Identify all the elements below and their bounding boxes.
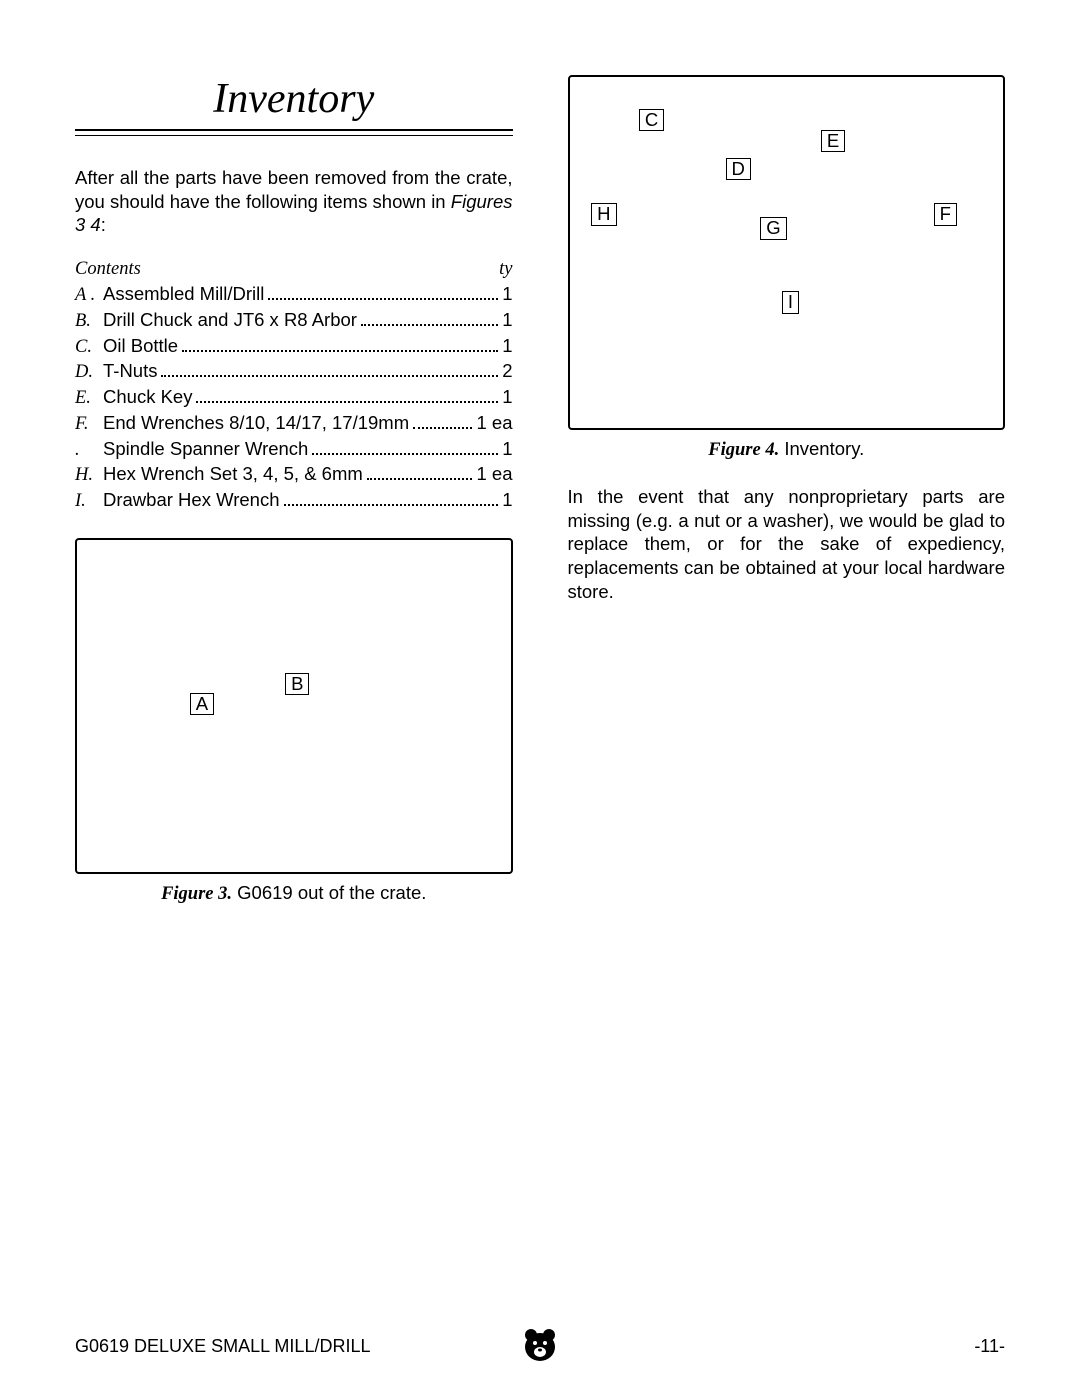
item-qty: 1 — [502, 282, 512, 307]
figure-3-caption-text: G0619 out of the crate. — [232, 882, 426, 903]
section-header: Inventory — [75, 75, 513, 136]
item-qty: 1 — [502, 334, 512, 359]
contents-item: F.End Wrenches 8/10, 14/17, 17/19mm 1 ea — [75, 411, 513, 437]
figure-3-box: AB — [75, 538, 513, 874]
item-label: End Wrenches 8/10, 14/17, 17/19mm — [103, 411, 409, 436]
item-dots — [182, 338, 498, 352]
figure-label-d: D — [726, 158, 751, 181]
figure-label-b: B — [285, 673, 309, 696]
missing-parts-paragraph: In the event that any nonproprietary par… — [568, 485, 1006, 603]
item-label: Spindle Spanner Wrench — [103, 437, 308, 462]
left-column: Inventory After all the parts have been … — [75, 75, 513, 905]
item-qty: 1 — [502, 385, 512, 410]
qty-label: ty — [499, 259, 512, 280]
contents-list: A .Assembled Mill/Drill1B.Drill Chuck an… — [75, 282, 513, 514]
figure-label-g: G — [760, 217, 786, 240]
footer-product-name: G0619 DELUXE SMALL MILL/DRILL — [75, 1336, 370, 1357]
item-label: Oil Bottle — [103, 334, 178, 359]
item-dots — [312, 441, 498, 455]
item-letter: D. — [75, 360, 103, 385]
bear-logo-icon — [521, 1325, 559, 1363]
figure-4-box: C D E F G H I — [568, 75, 1006, 430]
item-letter: E. — [75, 386, 103, 411]
footer-page-number: -11- — [974, 1336, 1005, 1357]
item-letter: F. — [75, 412, 103, 437]
item-qty: 1 — [502, 437, 512, 462]
item-qty: 1 ea — [476, 411, 512, 436]
section-title: Inventory — [75, 75, 513, 129]
figure-3-caption: Figure 3. G0619 out of the crate. — [75, 882, 513, 905]
item-qty: 1 ea — [476, 462, 512, 487]
figure-4-caption-text: Inventory. — [779, 438, 864, 459]
item-letter: B. — [75, 309, 103, 334]
item-dots — [361, 312, 498, 326]
figure-label-f: F — [934, 203, 957, 226]
item-label: Drawbar Hex Wrench — [103, 488, 280, 513]
figure-label-c: C — [639, 109, 664, 132]
right-column: C D E F G H I Figure 4. Inventory. In the even… — [568, 75, 1006, 905]
item-letter: I. — [75, 489, 103, 514]
contents-item: C.Oil Bottle 1 — [75, 334, 513, 360]
contents-item: B.Drill Chuck and JT6 x R8 Arbor 1 — [75, 308, 513, 334]
item-dots — [161, 363, 498, 377]
rule-thick — [75, 129, 513, 131]
item-qty: 1 — [502, 488, 512, 513]
contents-header: Contents ty — [75, 259, 513, 280]
item-dots — [413, 415, 472, 429]
item-dots — [284, 492, 499, 506]
footer-logo — [521, 1325, 559, 1368]
item-dots — [268, 286, 498, 300]
contents-item: H.Hex Wrench Set 3, 4, 5, & 6mm 1 ea — [75, 462, 513, 488]
figure-4-number: Figure 4. — [708, 440, 779, 460]
contents-item: I.Drawbar Hex Wrench 1 — [75, 488, 513, 514]
figure-label-i: I — [782, 291, 799, 314]
figure-label-e: E — [821, 130, 845, 153]
item-label: Hex Wrench Set 3, 4, 5, & 6mm — [103, 462, 363, 487]
item-label: Chuck Key — [103, 385, 192, 410]
item-label: T-Nuts — [103, 359, 157, 384]
item-dots — [196, 389, 498, 403]
contents-item: D.T-Nuts 2 — [75, 359, 513, 385]
contents-item: E.Chuck Key 1 — [75, 385, 513, 411]
contents-item: .Spindle Spanner Wrench 1 — [75, 437, 513, 463]
page-body: Inventory After all the parts have been … — [0, 0, 1080, 905]
item-qty: 2 — [502, 359, 512, 384]
figure-label-h: H — [591, 203, 616, 226]
intro-paragraph: After all the parts have been removed fr… — [75, 166, 513, 237]
intro-text-before: After all the parts have been removed fr… — [75, 167, 513, 212]
item-letter: A . — [75, 283, 103, 308]
figure-3-number: Figure 3. — [161, 884, 232, 904]
item-letter: H. — [75, 463, 103, 488]
item-label: Drill Chuck and JT6 x R8 Arbor — [103, 308, 357, 333]
intro-text-after: : — [101, 214, 106, 235]
contents-item: A .Assembled Mill/Drill 1 — [75, 282, 513, 308]
contents-label: Contents — [75, 259, 141, 280]
rule-thin — [75, 135, 513, 136]
figure-4-caption: Figure 4. Inventory. — [568, 438, 1006, 461]
item-letter: . — [75, 438, 103, 463]
item-qty: 1 — [502, 308, 512, 333]
figure-label-a: A — [190, 693, 214, 716]
item-label: Assembled Mill/Drill — [103, 282, 264, 307]
item-dots — [367, 467, 473, 481]
page-footer: G0619 DELUXE SMALL MILL/DRILL -11- — [75, 1336, 1005, 1357]
item-letter: C. — [75, 335, 103, 360]
